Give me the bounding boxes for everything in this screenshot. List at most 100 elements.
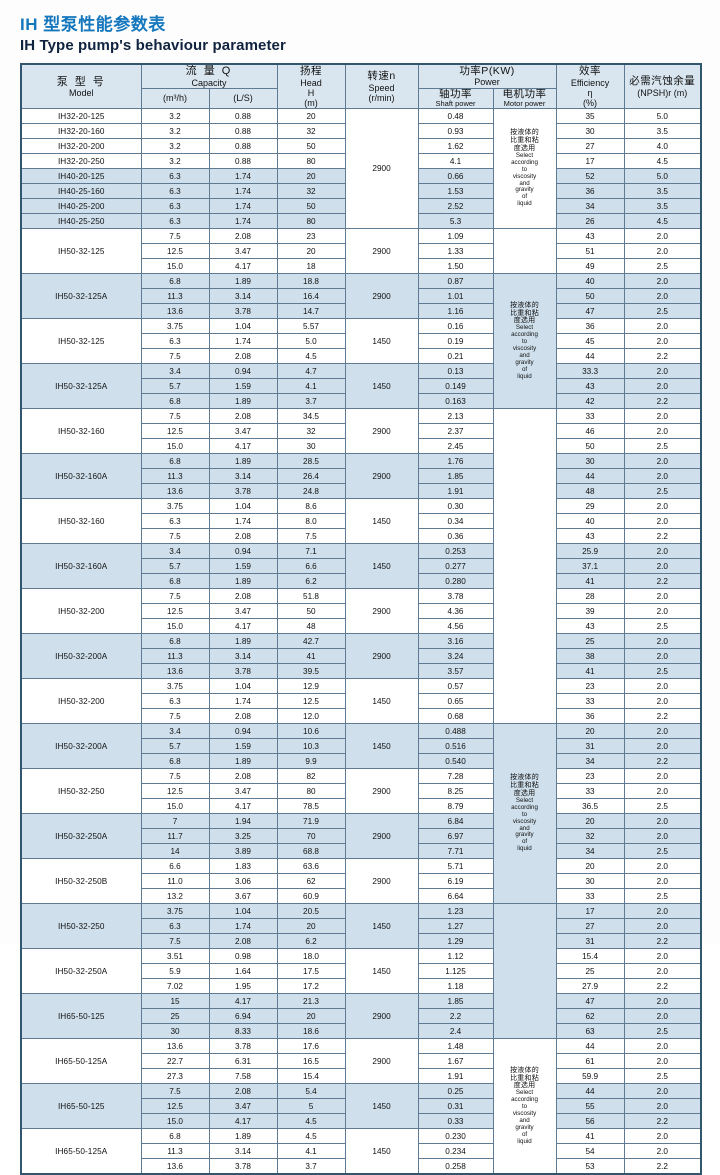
cell-efficiency: 52 [555, 168, 625, 185]
cell-capacity-ls: 1.04 [208, 903, 278, 920]
cell-npsh: 4.5 [623, 213, 702, 230]
cell-capacity-m3h: 6.6 [140, 858, 210, 875]
cell-shaft-power: 1.12 [417, 948, 494, 965]
motor-note-en-line: to [521, 338, 528, 346]
table-row: 12.5 3.47 80 8.25 33 2.0 [21, 783, 702, 800]
cell-capacity-ls: 6.31 [208, 1053, 278, 1070]
cell-model: IH50-32-125A [20, 273, 142, 320]
cell-model: IH50-32-125A [20, 363, 142, 410]
cell-shaft-power: 0.30 [417, 498, 494, 515]
cell-model: IH65-50-125A [20, 1038, 142, 1085]
cell-capacity-ls: 0.94 [208, 723, 278, 740]
cell-head: 20 [276, 168, 346, 185]
cell-efficiency: 27.9 [555, 978, 625, 995]
cell-capacity-ls: 4.17 [208, 993, 278, 1010]
cell-npsh: 2.0 [623, 693, 702, 710]
cell-head: 50 [276, 198, 346, 215]
motor-note-en-line: viscosity [512, 345, 537, 353]
cell-capacity-m3h: 5.7 [140, 558, 210, 575]
cell-speed: 1450 [344, 948, 419, 995]
cell-shaft-power: 0.16 [417, 318, 494, 335]
cell-shaft-power: 4.36 [417, 603, 494, 620]
cell-motor-power-note: 按液体的 比重和粘 度选用 Select according to viscosity and… [492, 273, 557, 410]
head-label-cn: 扬程 [300, 64, 323, 77]
model-label-en: Model [68, 87, 94, 98]
motor-note-en-line: of [521, 193, 528, 201]
motor-note-en-line: according [511, 803, 538, 811]
cell-head: 20 [276, 243, 346, 260]
cell-efficiency: 32 [555, 828, 625, 845]
cell-speed: 1450 [344, 543, 419, 590]
cell-head: 4.7 [276, 363, 346, 380]
cell-efficiency: 26 [555, 213, 625, 230]
cell-capacity-ls: 3.14 [208, 288, 278, 305]
table-row: 15.0 4.17 78.5 8.79 36.5 2.5 [21, 798, 702, 815]
cell-capacity-ls: 3.89 [208, 843, 278, 860]
cell-speed: 2900 [344, 993, 419, 1040]
table-row: IH50-32-125A 3.4 0.94 4.7 1450 0.13 33.3 2.0 [20, 363, 702, 410]
cell-capacity-ls: 0.98 [208, 948, 278, 965]
cell-head: 70 [276, 828, 346, 845]
table-row: 13.6 3.78 14.7 1.16 47 2.5 [21, 303, 702, 320]
cell-capacity-m3h: 13.6 [140, 1038, 210, 1055]
cell-head: 3.7 [276, 393, 346, 410]
cell-capacity-ls: 0.88 [208, 153, 278, 170]
cell-capacity-m3h: 6.8 [140, 273, 210, 290]
cell-capacity-m3h: 6.3 [140, 333, 210, 350]
cell-capacity-m3h: 3.4 [140, 363, 210, 380]
cell-speed: 2900 [344, 453, 419, 500]
cell-shaft-power: 0.68 [417, 708, 494, 725]
cell-head: 3.7 [276, 1158, 346, 1175]
cell-shaft-power: 0.21 [417, 348, 494, 365]
cell-npsh: 2.2 [623, 933, 702, 950]
table-row: IH50-32-160 3.75 1.04 8.6 1450 0.30 29 2.0 [20, 498, 702, 545]
cell-capacity-m3h: 27.3 [140, 1068, 210, 1085]
cell-efficiency: 44 [555, 1038, 625, 1055]
cell-npsh: 2.0 [623, 828, 702, 845]
cell-npsh: 2.0 [623, 738, 702, 755]
motor-note-en-line: gravity [515, 186, 534, 194]
cell-npsh: 2.5 [623, 258, 702, 275]
cell-shaft-power: 8.25 [417, 783, 494, 800]
cell-npsh: 2.2 [623, 708, 702, 725]
capacity-label-en: Capacity [191, 77, 227, 88]
table-row: IH50-32-250A 7 1.94 71.9 2900 6.84 20 2.0 [20, 813, 702, 860]
cell-npsh: 2.0 [623, 1008, 702, 1025]
shaft-power-en: Shaft power [435, 99, 476, 109]
cell-capacity-ls: 4.17 [208, 438, 278, 455]
cell-shaft-power: 2.4 [417, 1023, 494, 1040]
cell-model: IH32-20-125 [20, 108, 142, 125]
cell-head: 12.5 [276, 693, 346, 710]
cell-capacity-m3h: 13.6 [140, 483, 210, 500]
cell-efficiency: 17 [555, 153, 625, 170]
cell-shaft-power: 0.93 [417, 123, 494, 140]
cell-capacity-m3h: 7 [140, 813, 210, 830]
cell-head: 4.1 [276, 1143, 346, 1160]
cell-motor-power-note [492, 228, 557, 275]
table-row: 6.3 1.74 20 1.27 27 2.0 [21, 918, 702, 935]
npsh-label-cn: 必需汽蚀余量 [629, 74, 696, 87]
cell-capacity-ls: 1.74 [208, 333, 278, 350]
cell-shaft-power: 0.258 [417, 1158, 494, 1175]
cell-shaft-power: 1.53 [417, 183, 494, 200]
cell-head: 60.9 [276, 888, 346, 905]
cell-efficiency: 50 [555, 438, 625, 455]
table-row: IH65-50-125 15 4.17 21.3 2900 1.85 47 2.0 [20, 993, 702, 1040]
cell-shaft-power: 6.64 [417, 888, 494, 905]
cell-head: 78.5 [276, 798, 346, 815]
cell-capacity-ls: 3.78 [208, 663, 278, 680]
table-row: 11.3 3.14 16.4 1.01 50 2.0 [21, 288, 702, 305]
cell-efficiency: 39 [555, 603, 625, 620]
cell-efficiency: 23 [555, 678, 625, 695]
cell-head: 14.7 [276, 303, 346, 320]
cell-npsh: 3.5 [623, 198, 702, 215]
cell-npsh: 2.0 [623, 558, 702, 575]
cell-capacity-m3h: 5.7 [140, 738, 210, 755]
cell-capacity-m3h: 7.5 [140, 228, 210, 245]
cell-capacity-m3h: 15.0 [140, 1113, 210, 1130]
cell-npsh: 2.5 [623, 618, 702, 635]
cell-efficiency: 38 [555, 648, 625, 665]
pump-performance-table: 泵 型 号 Model 流 量 Q Capacity 扬程 Head H (m)… [20, 63, 703, 1175]
table-row: 5.7 1.59 10.3 0.516 31 2.0 [21, 738, 702, 755]
motor-note-cn-line: 按液体的 [510, 129, 539, 137]
